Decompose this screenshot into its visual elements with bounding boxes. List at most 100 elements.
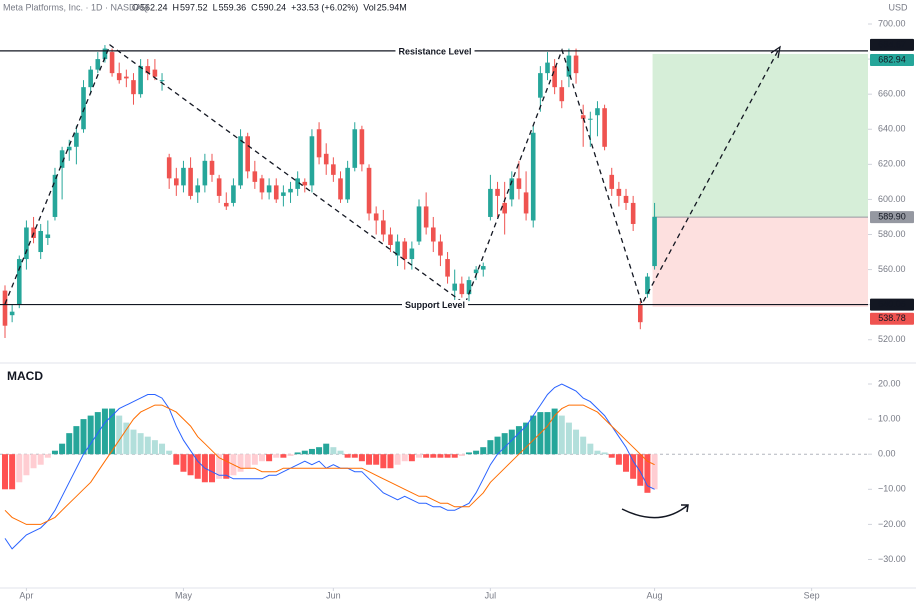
candle-body — [623, 195, 629, 203]
macd-bar — [630, 454, 637, 479]
macd-bar — [66, 433, 73, 455]
x-tick-label: May — [175, 590, 193, 600]
macd-bar — [494, 436, 501, 455]
candle-body — [445, 259, 450, 277]
candle-body — [595, 108, 600, 116]
candle-body — [238, 136, 243, 186]
candle-body — [588, 118, 593, 120]
candle-body — [652, 216, 657, 267]
candle-body — [566, 55, 572, 77]
macd-bar — [366, 454, 373, 465]
candle-body — [523, 192, 529, 214]
macd-bar — [651, 454, 658, 490]
curved-arrow-head — [681, 504, 689, 513]
candle-body — [538, 73, 543, 98]
y-tick-label: 560.00 — [878, 264, 906, 274]
macd-bar — [187, 454, 194, 476]
macd-bar — [623, 454, 630, 472]
candle-body — [416, 206, 422, 242]
macd-bar — [51, 450, 58, 455]
ohlc-label: C — [251, 2, 258, 12]
candle-body — [309, 136, 315, 186]
macd-bar — [116, 415, 123, 455]
candle-body — [645, 276, 650, 295]
background — [0, 362, 916, 589]
macd-bar — [194, 454, 201, 479]
candle-body — [423, 206, 429, 228]
macd-title: MACD — [7, 369, 43, 383]
y-tick-label: 620.00 — [878, 159, 906, 169]
candle-body — [216, 178, 222, 196]
macd-bar — [87, 415, 94, 455]
candle-body — [174, 178, 179, 186]
candle-body — [131, 80, 136, 95]
candle-body — [45, 234, 51, 239]
macd-bar — [344, 454, 351, 458]
volume-label: Vol — [363, 2, 376, 12]
macd-y-tick-label: −20.00 — [878, 519, 906, 529]
candle-body — [109, 52, 115, 74]
candle-body — [16, 259, 22, 305]
candle-body — [630, 202, 636, 224]
macd-bar — [523, 422, 530, 455]
macd-bar — [465, 452, 472, 455]
macd-bar — [101, 408, 108, 455]
macd-bar — [151, 440, 158, 455]
macd-bar — [423, 454, 430, 458]
candle-body — [288, 188, 293, 193]
macd-bar — [394, 454, 401, 465]
macd-bar — [244, 454, 251, 469]
candle-body — [152, 69, 158, 77]
candle-body — [273, 185, 279, 200]
macd-bar — [608, 454, 615, 458]
ohlc-label: O — [132, 2, 139, 12]
macd-bar — [473, 450, 480, 455]
macd-bar — [501, 433, 508, 455]
candle-body — [573, 55, 579, 74]
macd-bar — [508, 429, 515, 455]
macd-bar — [337, 450, 344, 455]
macd-bar — [59, 443, 66, 455]
candle-body — [345, 167, 350, 200]
candle-body — [145, 66, 151, 74]
candle-body — [545, 62, 550, 74]
candle-body — [74, 132, 79, 147]
macd-bar — [109, 408, 116, 455]
price-tag — [870, 211, 914, 224]
candle-body — [466, 280, 472, 295]
candle-body — [637, 304, 643, 323]
macd-bar — [137, 433, 144, 455]
currency: USD — [888, 2, 908, 12]
macd-bar — [216, 454, 223, 479]
macd-bar — [451, 454, 458, 458]
x-tick-label: Apr — [19, 590, 33, 600]
macd-bar — [580, 436, 587, 455]
candle-body — [338, 178, 343, 200]
candle-body — [381, 220, 386, 235]
macd-bar — [301, 450, 308, 455]
macd-bar — [294, 452, 301, 455]
volume-value: 25.94M — [377, 2, 407, 12]
trend-zigzag — [4, 43, 781, 306]
macd-bar — [258, 454, 265, 462]
macd-bar — [73, 426, 80, 455]
candle-body — [181, 167, 186, 186]
macd-bar — [615, 454, 622, 465]
macd-bar — [330, 447, 337, 455]
candle-body — [495, 188, 500, 196]
candle-body — [252, 171, 258, 182]
macd-bar — [587, 443, 594, 455]
macd-bar — [323, 443, 330, 455]
price-tag-label: 538.78 — [878, 313, 906, 323]
macd-bar — [1, 454, 8, 490]
macd-bar — [280, 454, 287, 458]
macd-bar — [23, 454, 30, 476]
candle-body — [480, 266, 486, 270]
curved-arrow — [621, 504, 689, 519]
candle-body — [366, 167, 372, 214]
candle-body — [81, 87, 86, 130]
candle-body — [502, 202, 507, 214]
macd-y-tick-label: 10.00 — [878, 413, 901, 423]
candle-body — [430, 227, 436, 242]
